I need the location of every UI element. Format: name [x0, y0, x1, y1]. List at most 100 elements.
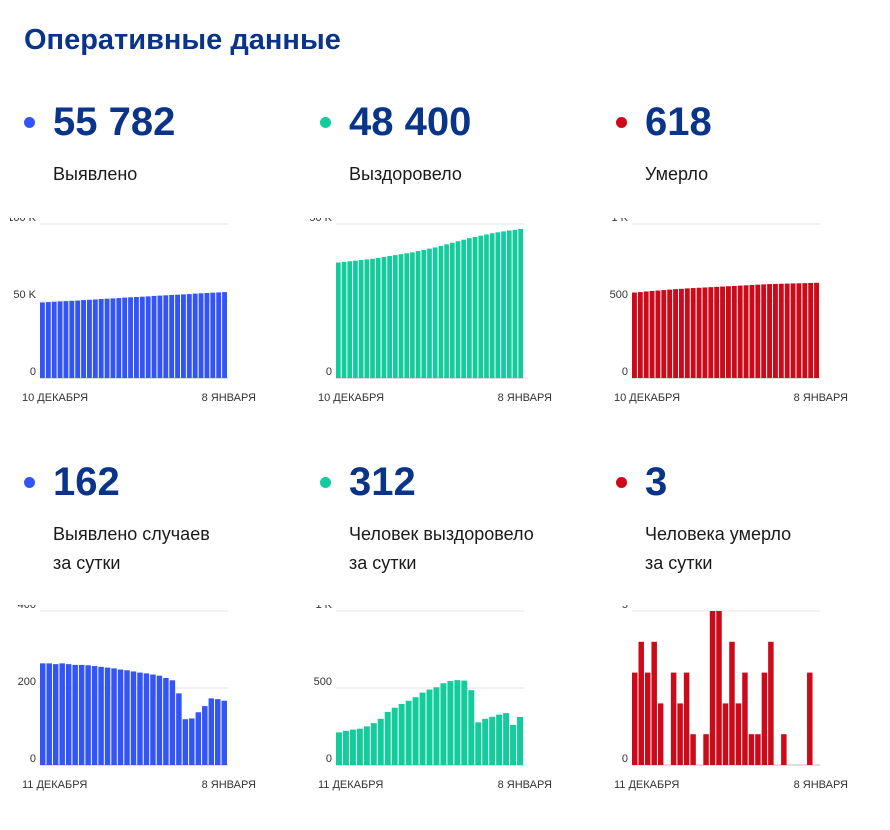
bar — [802, 283, 808, 378]
bar — [46, 663, 52, 765]
bar — [438, 245, 444, 378]
stat-value: 3 — [645, 460, 668, 504]
legend-dot-icon — [616, 117, 627, 128]
legend-dot-icon — [320, 117, 331, 128]
stat-label-line: Человек выздоровело — [349, 524, 534, 544]
bar — [40, 302, 45, 378]
bar — [52, 664, 59, 765]
x-tick-label-end: 8 ЯНВАРЯ — [202, 779, 256, 791]
x-tick-label-start: 11 ДЕКАБРЯ — [614, 779, 679, 791]
bar — [726, 286, 731, 378]
bar — [644, 672, 651, 765]
bar — [347, 261, 353, 378]
bar — [673, 289, 678, 378]
legend-dot-icon — [616, 477, 627, 488]
bar — [657, 703, 664, 765]
bar — [215, 699, 221, 765]
bar — [475, 722, 482, 765]
bar — [75, 300, 81, 378]
bar — [651, 641, 657, 765]
bar — [139, 296, 145, 378]
stat-panel-recovered: 48 400 Выздоровело 0 50 K 10 ДЕКАБРЯ 8 ЯНВАРЯ — [309, 100, 610, 470]
y-tick-label: 0 — [326, 753, 332, 765]
bar — [454, 680, 461, 765]
bar — [412, 697, 419, 765]
bar — [703, 734, 709, 765]
y-tick-label: 0 — [30, 753, 36, 765]
bar — [709, 611, 716, 765]
bar — [198, 293, 204, 378]
bar — [405, 700, 412, 765]
y-tick-label: 50 K — [309, 218, 332, 224]
bar — [63, 301, 69, 378]
x-tick-label-start: 11 ДЕКАБРЯ — [318, 779, 383, 791]
y-tick-label: 100 K — [10, 218, 37, 224]
bar — [69, 300, 75, 378]
bar — [632, 292, 637, 378]
bar — [796, 283, 802, 378]
stat-panel-detected: 55 782 Выявлено 0 50 K 100 K 10 ДЕКАБРЯ 8 ЯНВА… — [10, 100, 314, 470]
bar — [156, 675, 163, 765]
bar — [510, 724, 517, 765]
bar — [661, 290, 667, 378]
stat-label-line: Человека умерло — [645, 524, 792, 544]
bar — [790, 283, 796, 378]
stat-value: 48 400 — [349, 100, 472, 144]
bar — [484, 234, 489, 378]
bar — [87, 299, 92, 378]
x-tick-label-start: 10 ДЕКАБРЯ — [22, 392, 88, 404]
x-tick-label-end: 8 ЯНВАРЯ — [498, 392, 552, 404]
legend-dot-icon — [24, 477, 35, 488]
bar — [814, 282, 819, 378]
bar — [381, 256, 387, 378]
bar — [356, 728, 363, 765]
bar — [92, 299, 98, 378]
x-tick-label-end: 8 ЯНВАРЯ — [498, 779, 552, 791]
bar — [449, 242, 455, 378]
stat-label-line: за сутки — [53, 553, 121, 573]
bar — [78, 664, 85, 765]
bar — [426, 689, 433, 765]
y-tick-label: 1 K — [315, 605, 332, 611]
bar — [98, 298, 104, 378]
bar — [482, 718, 489, 765]
bar — [169, 294, 175, 378]
bar — [122, 297, 128, 378]
bar — [81, 300, 86, 378]
bar — [192, 293, 198, 378]
x-tick-label-start: 10 ДЕКАБРЯ — [318, 392, 384, 404]
bar — [51, 301, 57, 378]
stat-panel-daily-deaths: 3 Человека умерло за сутки 0 5 11 ДЕКАБРЯ 8 ЯН… — [614, 460, 890, 830]
chart-daily-deaths: 0 5 11 ДЕКАБРЯ 8 ЯНВАРЯ — [614, 605, 848, 791]
bar — [455, 241, 461, 378]
bar — [176, 693, 182, 765]
bar — [720, 286, 725, 378]
bar — [195, 712, 202, 765]
bar — [137, 672, 143, 765]
bar — [735, 703, 742, 765]
bar — [677, 703, 683, 765]
bar — [150, 674, 156, 765]
bar — [341, 261, 347, 378]
stat-label-line: за сутки — [645, 553, 713, 573]
bar — [117, 669, 124, 765]
bar — [222, 292, 227, 378]
bar — [181, 294, 186, 378]
bar — [807, 672, 813, 765]
bar — [163, 295, 169, 378]
legend-dot-icon — [24, 117, 35, 128]
bar — [684, 288, 690, 378]
bar — [384, 711, 391, 765]
bar — [59, 663, 65, 765]
page-title: Оперативные данные — [24, 24, 341, 56]
bar — [377, 718, 384, 765]
bar — [743, 285, 749, 378]
bar — [182, 719, 189, 765]
bar — [363, 726, 370, 765]
bar — [143, 673, 150, 765]
bar — [415, 251, 421, 378]
stat-label-line: Умерло — [645, 164, 709, 184]
bar — [489, 233, 495, 378]
bar — [128, 297, 133, 378]
x-tick-label-start: 10 ДЕКАБРЯ — [614, 392, 680, 404]
